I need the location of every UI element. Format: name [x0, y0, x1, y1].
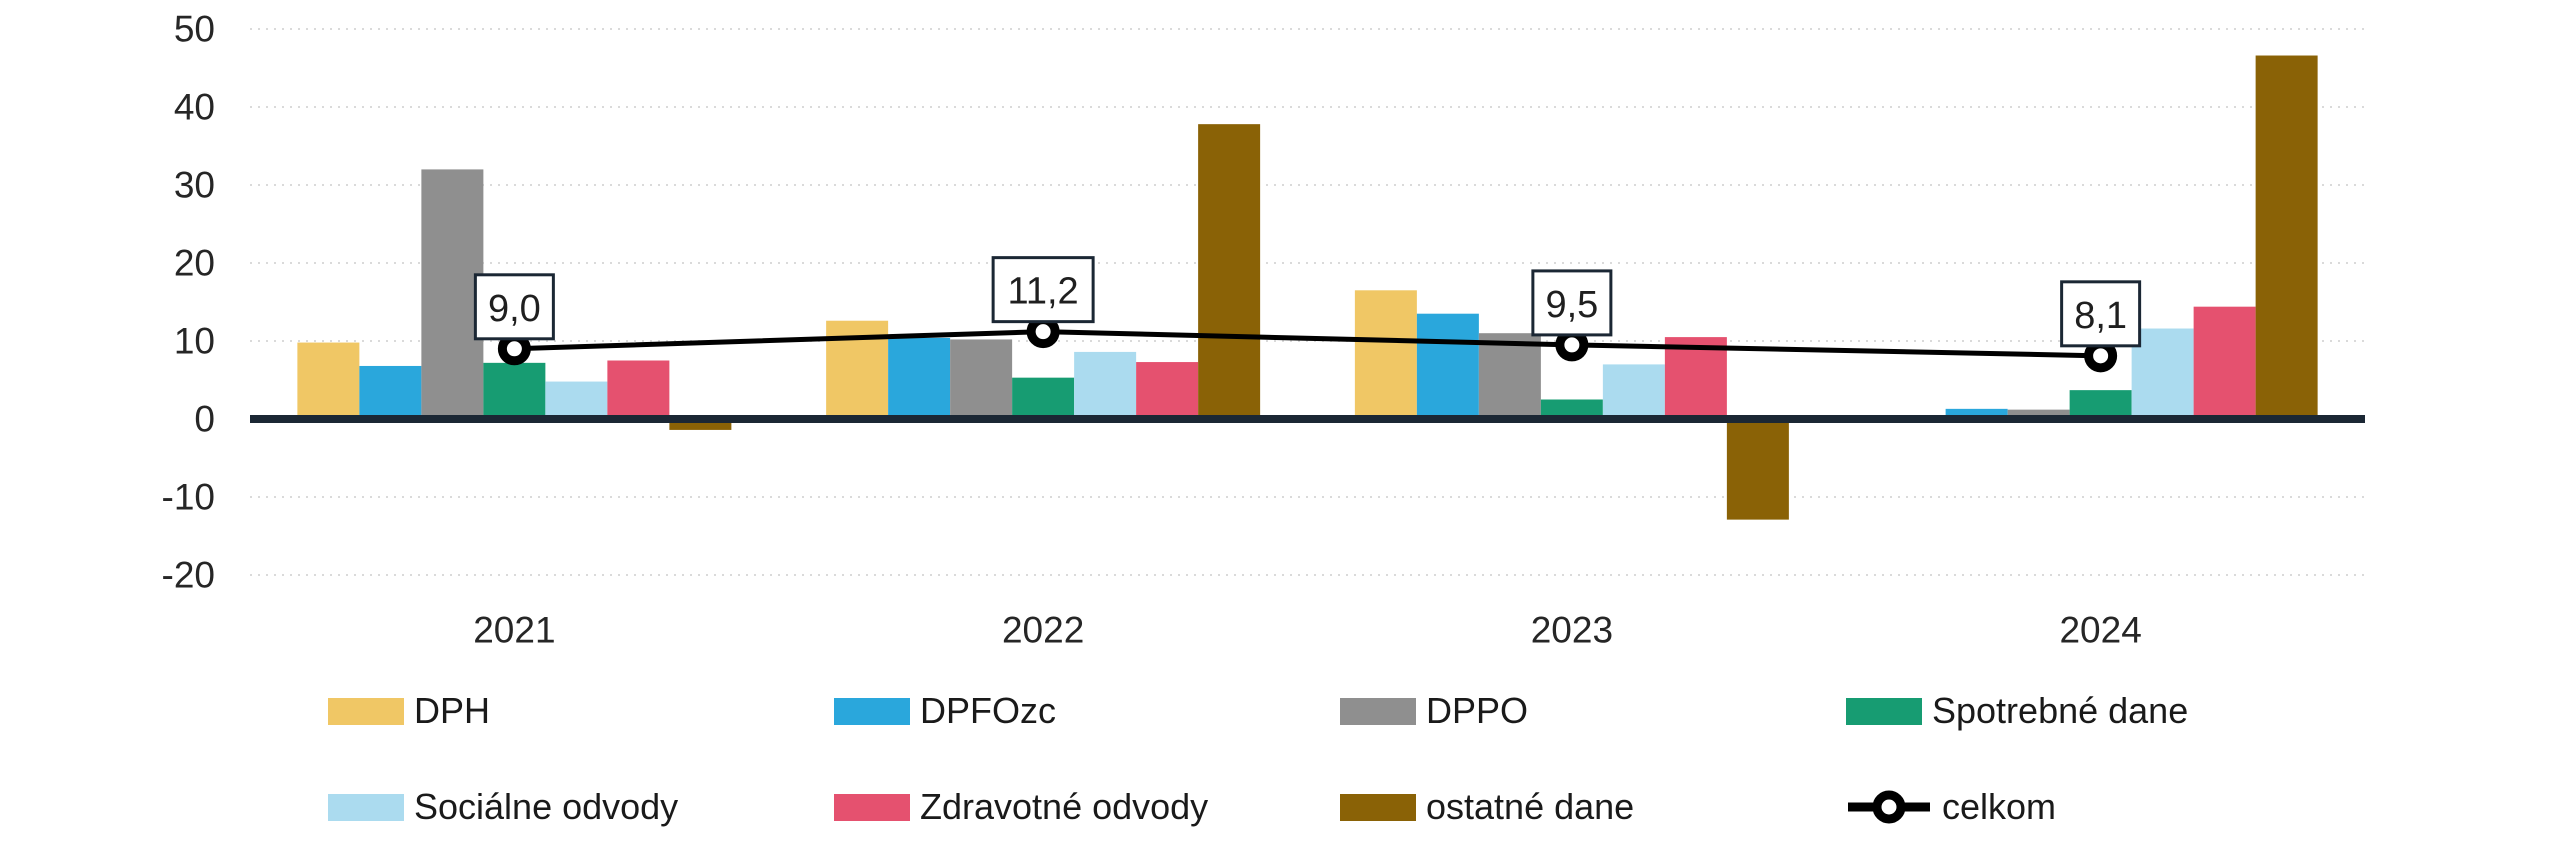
- bar: [1136, 362, 1199, 419]
- y-tick-label: 0: [194, 399, 215, 440]
- bar: [2131, 328, 2194, 419]
- bar: [950, 339, 1013, 419]
- bar: [1354, 290, 1417, 419]
- y-tick-label: 10: [174, 321, 215, 362]
- legend-item-celkom: celkom: [1846, 786, 2056, 828]
- bar: [359, 365, 422, 419]
- legend-label-zdravotne-odvody: Zdravotné odvody: [920, 786, 1209, 827]
- y-tick-label: -20: [162, 555, 215, 596]
- y-tick-label: 40: [174, 87, 215, 128]
- legend-label-dph: DPH: [414, 690, 491, 731]
- line-marker: [497, 332, 531, 366]
- line-marker: [2084, 339, 2118, 373]
- bar: [1012, 377, 1075, 419]
- x-tick-label: 2021: [473, 610, 555, 651]
- bar: [1945, 408, 2008, 419]
- data-label: 8,1: [2074, 295, 2127, 337]
- bar: [545, 381, 608, 419]
- x-tick-label: 2023: [1531, 610, 1613, 651]
- bar: [2007, 409, 2070, 419]
- legend-swatch-socialne-odvody: [328, 793, 404, 821]
- data-label-box: [473, 273, 555, 341]
- y-tick-label: 30: [174, 165, 215, 206]
- y-tick-label: 20: [174, 243, 215, 284]
- legend-label-ostatne-dane: ostatné dane: [1426, 786, 1635, 827]
- data-label-box: [1531, 269, 1613, 337]
- bar: [2069, 390, 2132, 419]
- data-label: 11,2: [1008, 271, 1079, 313]
- bar: [1478, 333, 1541, 419]
- y-tick-label: -10: [162, 477, 215, 518]
- bar: [669, 419, 732, 430]
- legend-item-dpfozc: DPFOzc: [834, 690, 1056, 732]
- legend-item-dph: DPH: [328, 690, 490, 732]
- legend-label-dpfozc: DPFOzc: [920, 690, 1057, 731]
- bar: [607, 360, 670, 419]
- legend-item-spotrebne-dane: Spotrebné dane: [1846, 690, 2188, 732]
- y-tick-label: 50: [174, 9, 215, 50]
- legend-label-celkom: celkom: [1942, 786, 2057, 827]
- legend-swatch-ostatne-dane: [1340, 793, 1416, 821]
- bar: [1416, 313, 1479, 419]
- data-label-box: [2060, 280, 2142, 348]
- legend-label-dppo: DPPO: [1426, 690, 1529, 731]
- legend-item-zdravotne-odvody: Zdravotné odvody: [834, 786, 1208, 828]
- combo-chart-plot: 9,0 11,2 9,5 8,1 50 40 30 20 10 0 -10 -20 2021 2022 20…: [162, 9, 2365, 651]
- bar: [483, 362, 546, 419]
- legend-item-ostatne-dane: ostatné dane: [1340, 786, 1634, 828]
- legend-swatch-dph: [328, 697, 404, 725]
- bar: [1664, 337, 1727, 419]
- bar: [1198, 124, 1261, 419]
- line-marker-icon: [1848, 790, 1930, 824]
- bar: [1540, 399, 1603, 419]
- legend-swatch-spotrebne-dane: [1846, 697, 1922, 725]
- total-line: [514, 329, 2101, 359]
- bar: [1726, 419, 1789, 520]
- bar: [421, 169, 484, 419]
- x-tick-label: 2024: [2059, 610, 2141, 651]
- legend-label-spotrebne-dane: Spotrebné dane: [1932, 690, 2189, 731]
- x-tick-label: 2022: [1002, 610, 1084, 651]
- bar: [888, 337, 951, 419]
- legend-swatch-dpfozc: [834, 697, 910, 725]
- bar: [1602, 364, 1665, 419]
- bar: [2255, 55, 2318, 420]
- legend-swatch-dppo: [1340, 697, 1416, 725]
- bar: [1074, 351, 1137, 419]
- data-label: 9,5: [1545, 284, 1598, 326]
- line-marker: [1026, 315, 1060, 349]
- legend-label-socialne-odvody: Sociálne odvody: [414, 786, 679, 827]
- legend-swatch-zdravotne-odvody: [834, 793, 910, 821]
- line-marker: [1555, 328, 1589, 362]
- data-label-box: [991, 256, 1095, 324]
- legend-item-dppo: DPPO: [1340, 690, 1528, 732]
- bar: [297, 342, 360, 419]
- bar: [2193, 306, 2256, 419]
- legend-item-socialne-odvody: Sociálne odvody: [328, 786, 678, 828]
- data-label: 9,0: [488, 288, 541, 330]
